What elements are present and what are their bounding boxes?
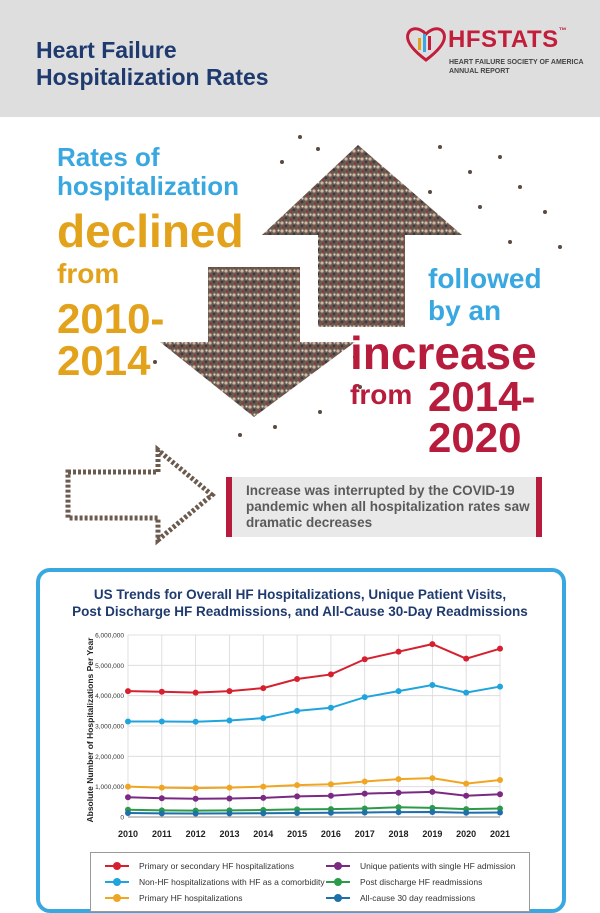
chart-legend: Primary or secondary HF hospitalizations…: [90, 852, 530, 912]
right-arrow-icon: [65, 444, 216, 546]
legend-item: Unique patients with single HF admission: [326, 861, 515, 871]
hero-years-2a: 2014-: [428, 373, 536, 420]
hero-years-1a: 2010-: [57, 295, 165, 342]
hero-hospitalization: hospitalization: [57, 171, 239, 201]
logo-sub-line1: HEART FAILURE SOCIETY OF AMERICA: [449, 59, 584, 66]
hero-rates-of: Rates of: [57, 142, 160, 172]
legend-label: Primary HF hospitalizations: [139, 893, 243, 903]
chart-title-line-2: Post Discharge HF Readmissions, and All-…: [72, 604, 528, 619]
logo-wordmark: HFSTATS™: [448, 26, 567, 54]
up-arrow-icon: [262, 145, 462, 327]
hero-declined: declined: [57, 205, 244, 257]
hero-section: Rates of hospitalization declined from 2…: [0, 117, 600, 567]
heart-logo-icon: [406, 27, 446, 62]
down-arrow-icon: [160, 267, 355, 417]
legend-swatch: [105, 878, 129, 886]
hero-increase: increase: [350, 327, 537, 379]
crowd-arrows-illustration: [65, 135, 562, 546]
hero-by-an: by an: [428, 295, 502, 326]
legend-item: Non-HF hospitalizations with HF as a com…: [105, 877, 325, 887]
hero-years-1b: 2014: [57, 337, 151, 384]
legend-swatch: [105, 862, 129, 870]
hero-years-2b: 2020: [428, 414, 522, 461]
legend-item: All-cause 30 day readmissions: [326, 893, 475, 903]
legend-label: All-cause 30 day readmissions: [360, 893, 476, 903]
legend-label: Primary or secondary HF hospitalizations: [139, 861, 294, 871]
logo-hf: HF: [448, 26, 481, 53]
legend-swatch: [326, 894, 350, 902]
legend-label: Post discharge HF readmissions: [360, 877, 483, 887]
title-line-1: Heart Failure: [36, 37, 177, 63]
legend-item: Post discharge HF readmissions: [326, 877, 482, 887]
hero-followed: followed: [428, 263, 542, 294]
title-line-2: Hospitalization Rates: [36, 64, 269, 90]
legend-swatch: [326, 878, 350, 886]
legend-label: Non-HF hospitalizations with HF as a com…: [139, 877, 325, 887]
logo-tm: ™: [558, 26, 568, 35]
legend-swatch: [326, 862, 350, 870]
logo-subtitle: HEART FAILURE SOCIETY OF AMERICA ANNUAL …: [449, 58, 584, 76]
page-title: Heart Failure Hospitalization Rates: [36, 37, 269, 91]
logo-sub-line2: ANNUAL REPORT: [449, 68, 510, 75]
callout-text: Increase was interrupted by the COVID-19…: [246, 483, 530, 530]
legend-swatch: [105, 894, 129, 902]
chart-title-line-1: US Trends for Overall HF Hospitalization…: [93, 587, 507, 602]
header-banner: Heart Failure Hospitalization Rates HFST…: [0, 0, 600, 117]
covid-callout: Increase was interrupted by the COVID-19…: [226, 477, 542, 537]
logo-stats: STATS: [481, 26, 559, 53]
legend-item: Primary HF hospitalizations: [105, 893, 242, 903]
hfstats-logo: HFSTATS™ HEART FAILURE SOCIETY OF AMERIC…: [404, 22, 584, 82]
legend-label: Unique patients with single HF admission: [360, 861, 516, 871]
hero-from-1: from: [57, 258, 120, 289]
hero-from-2: from: [350, 379, 413, 410]
legend-item: Primary or secondary HF hospitalizations: [105, 861, 294, 871]
